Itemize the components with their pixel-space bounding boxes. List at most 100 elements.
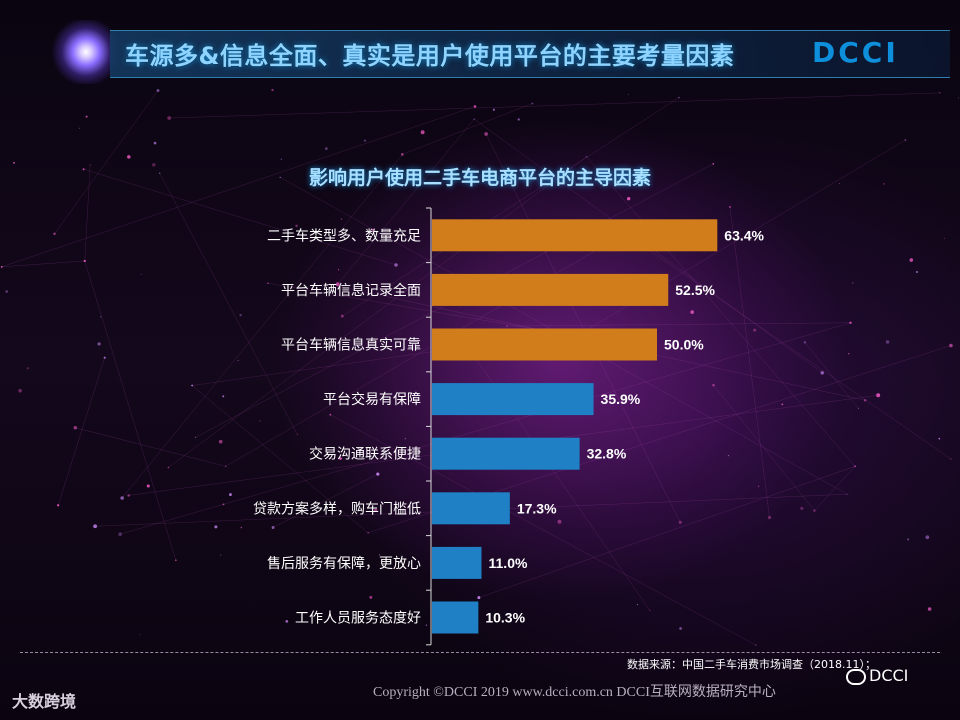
star-dot bbox=[939, 92, 941, 94]
star-dot bbox=[329, 413, 332, 416]
footer-divider bbox=[20, 652, 940, 653]
copyright-text: Copyright ©DCCI 2019 www.dcci.com.cn DCC… bbox=[373, 685, 776, 700]
star-dot bbox=[938, 437, 941, 440]
star-dot bbox=[753, 328, 757, 332]
star-dot bbox=[57, 504, 60, 507]
chart-title: 影响用户使用二手车电商平台的主导因素 bbox=[308, 167, 651, 189]
star-dot bbox=[214, 525, 218, 529]
star-dot bbox=[678, 520, 682, 524]
star-dot bbox=[237, 359, 239, 361]
data-source-note: 数据来源：中国二手车消费市场调查（2018.11）； bbox=[627, 658, 876, 671]
wechat-watermark: DCCI bbox=[846, 666, 908, 685]
star-dot bbox=[727, 454, 730, 457]
star-dot bbox=[267, 282, 269, 284]
star-dot bbox=[473, 118, 476, 120]
star-dot bbox=[222, 395, 225, 398]
star-dot bbox=[53, 232, 56, 235]
constellation-line bbox=[84, 164, 91, 261]
bar-6 bbox=[432, 546, 482, 579]
category-label-6: 售后服务有保障，更放心 bbox=[267, 556, 421, 572]
bar-7 bbox=[432, 601, 479, 634]
constellation-line bbox=[1, 260, 85, 268]
star-dot bbox=[820, 371, 824, 375]
star-dot bbox=[120, 496, 124, 500]
star-dot bbox=[517, 118, 520, 121]
star-dot bbox=[907, 538, 910, 541]
page-title: 车源多&信息全面、真实是用户使用平台的主要考量因素 bbox=[125, 42, 735, 70]
star-dot bbox=[239, 313, 242, 317]
star-dot bbox=[857, 407, 859, 409]
star-dot bbox=[400, 153, 404, 156]
star-dot bbox=[371, 228, 374, 231]
star-dot bbox=[585, 155, 588, 158]
star-dot bbox=[813, 509, 816, 512]
star-dot bbox=[627, 93, 629, 95]
constellation-line bbox=[169, 92, 940, 119]
constellation-line bbox=[342, 97, 680, 317]
star-dot bbox=[927, 607, 932, 611]
category-label-7: 工作人员服务态度好 bbox=[295, 611, 421, 627]
star-dot bbox=[849, 321, 852, 324]
star-dot bbox=[152, 163, 156, 167]
star-dot bbox=[127, 155, 131, 159]
value-label-3: 35.9% bbox=[601, 391, 641, 407]
star-dot bbox=[627, 197, 631, 201]
star-dot bbox=[404, 437, 407, 440]
star-dot bbox=[943, 237, 945, 239]
constellation-line bbox=[159, 173, 298, 435]
star-dot bbox=[140, 273, 142, 275]
star-dot bbox=[229, 493, 232, 496]
constellation-line bbox=[485, 133, 681, 523]
star-dot bbox=[557, 519, 562, 524]
constellation-line bbox=[402, 103, 533, 155]
value-label-6: 11.0% bbox=[489, 555, 528, 571]
star-dot bbox=[904, 139, 907, 142]
star-dot bbox=[925, 535, 930, 540]
constellation-line bbox=[507, 322, 851, 327]
star-dot bbox=[506, 325, 508, 327]
bar-1 bbox=[432, 273, 669, 306]
constellation-line bbox=[120, 322, 851, 535]
star-dot bbox=[846, 493, 848, 495]
constellation-line bbox=[57, 357, 105, 506]
star-dot bbox=[5, 290, 9, 293]
bar-2 bbox=[432, 328, 657, 361]
star-dot bbox=[757, 485, 760, 488]
bar-3 bbox=[432, 383, 594, 416]
star-dot bbox=[378, 554, 381, 556]
star-dot bbox=[362, 172, 365, 175]
star-dot bbox=[363, 139, 367, 142]
constellation-line bbox=[168, 156, 587, 468]
star-dot bbox=[103, 356, 106, 359]
star-dot bbox=[425, 624, 428, 626]
category-label-0: 二手车类型多、数量充足 bbox=[267, 227, 421, 244]
star-dot bbox=[118, 532, 122, 537]
bar-5 bbox=[432, 492, 510, 525]
category-label-3: 平台交易有保障 bbox=[323, 391, 421, 408]
star-dot bbox=[335, 282, 340, 287]
star-dot bbox=[337, 269, 340, 271]
star-dot bbox=[909, 258, 914, 262]
star-dot bbox=[18, 389, 22, 393]
star-dot bbox=[78, 127, 81, 129]
wechat-watermark-label: DCCI bbox=[869, 666, 909, 685]
value-label-7: 10.3% bbox=[485, 610, 525, 626]
star-dot bbox=[285, 620, 289, 623]
constellation-line bbox=[121, 154, 403, 499]
star-dot bbox=[89, 164, 91, 166]
constellation-line bbox=[644, 247, 952, 460]
star-dot bbox=[99, 315, 102, 318]
star-dot bbox=[854, 465, 857, 468]
constellation-line bbox=[191, 385, 369, 534]
star-dot bbox=[376, 472, 380, 476]
constellation-line bbox=[272, 473, 378, 528]
star-dot bbox=[219, 554, 222, 556]
value-label-5: 17.3% bbox=[517, 500, 557, 516]
star-dot bbox=[13, 161, 15, 164]
value-label-4: 32.8% bbox=[587, 446, 627, 462]
constellation-line bbox=[267, 282, 577, 337]
star-dot bbox=[847, 352, 850, 355]
bar-4 bbox=[432, 437, 580, 470]
star-dot bbox=[728, 205, 731, 208]
star-dot bbox=[127, 494, 130, 497]
